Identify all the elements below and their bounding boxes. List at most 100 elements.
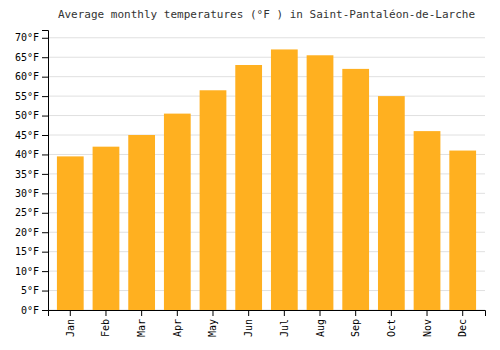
x-tick-label: Sep <box>350 319 361 337</box>
bar <box>235 65 262 310</box>
y-tick-label: 60°F <box>15 71 39 82</box>
bar <box>414 131 441 310</box>
x-tick-label: Jul <box>279 319 290 337</box>
y-tick: 65°F <box>15 52 48 63</box>
grid-line <box>48 76 485 77</box>
y-tick: 15°F <box>15 246 48 257</box>
x-tick-mark <box>355 310 356 316</box>
x-tick-mark <box>320 310 321 316</box>
bar <box>128 135 155 310</box>
x-tick: Oct <box>386 310 397 337</box>
y-tick: 20°F <box>15 227 48 238</box>
x-tick-mark <box>284 310 285 316</box>
y-tick-label: 10°F <box>15 266 39 277</box>
grid-line <box>48 57 485 58</box>
y-tick: 45°F <box>15 130 48 141</box>
y-tick-mark <box>42 135 48 136</box>
grid-line <box>48 115 485 116</box>
y-tick: 5°F <box>21 285 48 296</box>
x-tick-mark <box>105 310 106 316</box>
y-tick-mark <box>42 213 48 214</box>
y-tick-label: 5°F <box>21 285 39 296</box>
plot: 0°F 5°F 10°F 15°F 20°F 25°F 30°F 35°F 40°F 45°F 50… <box>15 31 486 338</box>
x-tick: Sep <box>350 310 361 337</box>
bar <box>200 90 227 310</box>
y-tick-label: 35°F <box>15 169 39 180</box>
y-tick-mark <box>42 310 48 311</box>
y-tick-label: 50°F <box>15 110 39 121</box>
y-tick: 30°F <box>15 188 48 199</box>
bar <box>271 49 298 310</box>
x-tick-mark <box>141 310 142 316</box>
y-tick-label: 0°F <box>21 305 39 316</box>
x-tick: Jul <box>279 310 290 337</box>
x-tick: May <box>207 310 218 337</box>
x-tick: Nov <box>422 310 433 337</box>
y-tick-mark <box>42 116 48 117</box>
x-tick-mark <box>248 310 249 316</box>
y-tick-label: 70°F <box>15 32 39 43</box>
x-tick: Jun <box>243 310 254 337</box>
x-tick-label: Apr <box>172 319 183 337</box>
x-tick-label: Mar <box>136 319 147 337</box>
x-tick-label: Jun <box>243 319 254 337</box>
grid <box>48 38 485 310</box>
bar <box>378 96 405 310</box>
x-tick-label: Oct <box>386 319 397 337</box>
x-tick-label: Nov <box>422 319 433 337</box>
y-tick-label: 40°F <box>15 149 39 160</box>
x-tick: Aug <box>315 310 326 337</box>
x-axis: Jan Feb Mar Apr May Jun Jul Aug Sep Oct Nov Dec <box>49 310 486 337</box>
x-tick: Apr <box>172 310 183 337</box>
bar <box>449 151 476 310</box>
y-tick: 35°F <box>15 169 48 180</box>
x-tick-label: Dec <box>457 319 468 337</box>
y-tick-mark <box>42 252 48 253</box>
y-tick-mark <box>42 154 48 155</box>
x-tick: Dec <box>457 310 468 337</box>
x-tick-mark <box>427 310 428 316</box>
bar <box>93 147 120 310</box>
y-tick: 10°F <box>15 266 48 277</box>
grid-line <box>48 96 485 97</box>
bars <box>57 49 476 310</box>
y-tick: 70°F <box>15 32 48 43</box>
x-tick: Feb <box>100 310 111 337</box>
x-axis-line <box>49 311 486 317</box>
bar <box>342 69 369 310</box>
grid-line <box>48 37 485 38</box>
y-tick: 40°F <box>15 149 48 160</box>
x-tick: Jan <box>65 310 76 337</box>
y-tick-mark <box>42 57 48 58</box>
y-tick-label: 45°F <box>15 130 39 141</box>
x-tick-label: Jan <box>65 319 76 337</box>
y-tick: 60°F <box>15 71 48 82</box>
chart: 0°F 5°F 10°F 15°F 20°F 25°F 30°F 35°F 40°F 45°F 50… <box>0 0 500 350</box>
x-tick-label: Aug <box>315 319 326 337</box>
y-tick: 25°F <box>15 207 48 218</box>
bar <box>164 114 191 310</box>
y-tick-mark <box>42 271 48 272</box>
x-tick-label: Feb <box>100 319 111 337</box>
y-tick-mark <box>42 174 48 175</box>
y-tick-label: 55°F <box>15 91 39 102</box>
y-tick-label: 15°F <box>15 246 39 257</box>
y-tick-mark <box>42 291 48 292</box>
x-tick-mark <box>70 310 71 316</box>
y-tick: 0°F <box>21 305 48 316</box>
y-tick-label: 30°F <box>15 188 39 199</box>
x-tick: Mar <box>136 310 147 337</box>
y-axis: 0°F 5°F 10°F 15°F 20°F 25°F 30°F 35°F 40°F 45°F 50… <box>15 31 49 316</box>
x-tick-mark <box>462 310 463 316</box>
y-tick-mark <box>42 77 48 78</box>
x-tick-mark <box>212 310 213 316</box>
x-tick-mark <box>177 310 178 316</box>
bar <box>307 55 334 310</box>
y-tick-mark <box>42 96 48 97</box>
title: Average monthly temperatures (°F ) in Sa… <box>58 8 475 21</box>
y-tick-label: 20°F <box>15 227 39 238</box>
y-tick: 50°F <box>15 110 48 121</box>
bar <box>57 156 84 310</box>
x-tick-label: May <box>207 319 218 337</box>
y-tick-label: 25°F <box>15 207 39 218</box>
